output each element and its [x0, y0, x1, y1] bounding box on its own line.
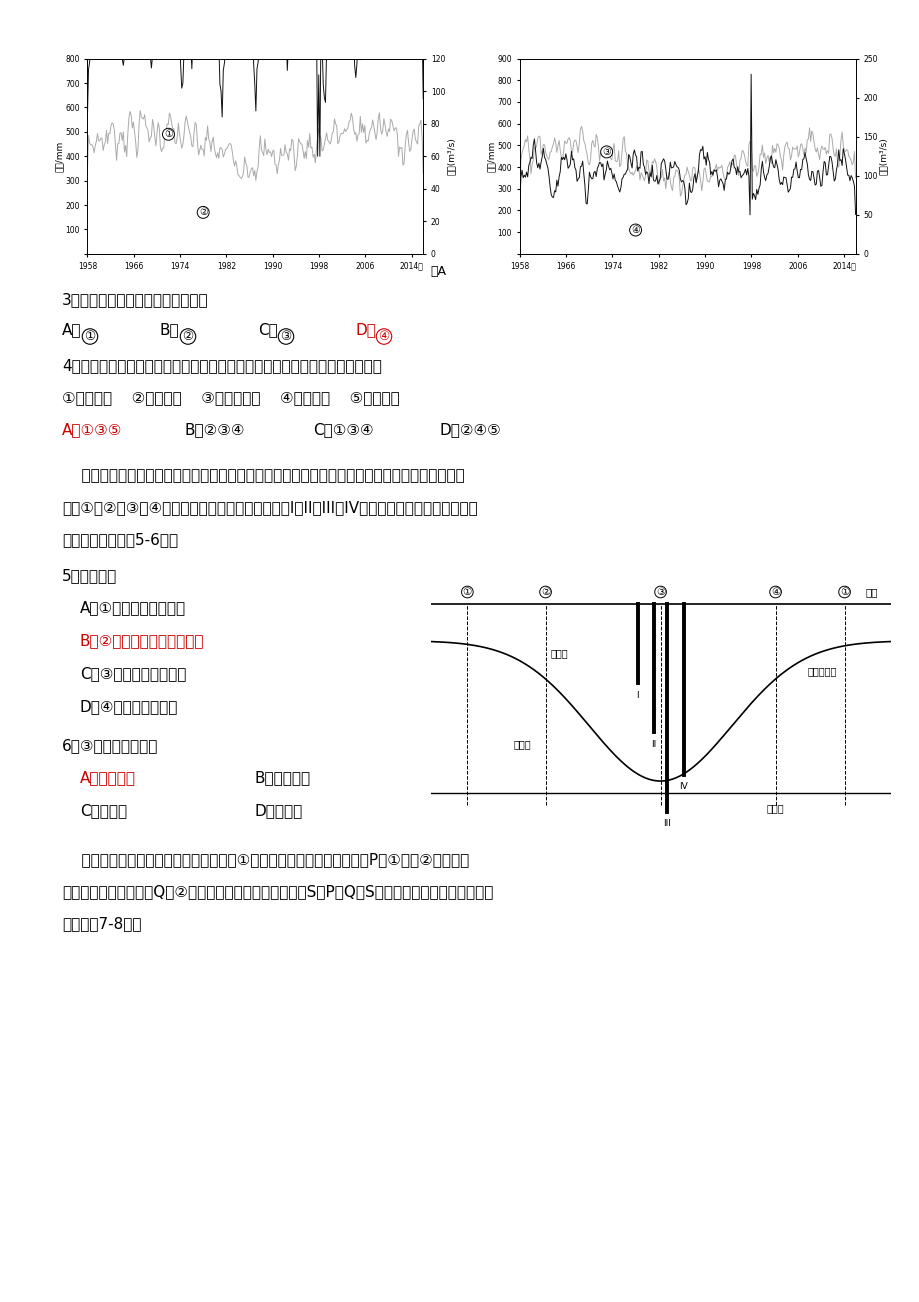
Text: 下图为某地等高线分布示意图。图中，①河西侧地表均为同一沉积岩层P，①河和②河之间的: 下图为某地等高线分布示意图。图中，①河西侧地表均为同一沉积岩层P，①河和②河之间… [62, 852, 469, 867]
Text: 完成下面7-8题。: 完成下面7-8题。 [62, 917, 142, 931]
Text: A．: A． [62, 322, 82, 337]
Text: A．①季节永冻层厚度小: A．①季节永冻层厚度小 [80, 600, 186, 615]
Text: 永冻层: 永冻层 [766, 803, 784, 814]
Y-axis label: 径流(m³/s): 径流(m³/s) [879, 138, 887, 174]
Text: D．②④⑤: D．②④⑤ [439, 422, 501, 437]
Text: 4．为探究洮儿河径流量年际变化的原因，科研小组还需要查找的资料有流域内: 4．为探究洮儿河径流量年际变化的原因，科研小组还需要查找的资料有流域内 [62, 358, 381, 372]
Text: B．②③④: B．②③④ [185, 422, 245, 437]
Text: IV: IV [678, 783, 687, 792]
Text: ④: ④ [378, 329, 390, 342]
Text: 5．据图可知: 5．据图可知 [62, 568, 117, 583]
Text: C．升温快: C．升温快 [80, 803, 127, 818]
Text: A．含水量小: A．含水量小 [80, 769, 136, 785]
Text: ①: ① [839, 587, 848, 598]
Text: ④: ④ [770, 587, 779, 598]
Y-axis label: 降水/mm: 降水/mm [487, 141, 495, 172]
Text: C．③季节活动层厚度小: C．③季节活动层厚度小 [80, 667, 187, 681]
Text: 冻融分界线: 冻融分界线 [807, 667, 836, 676]
Text: ④: ④ [630, 225, 640, 236]
Text: B．含水量大: B．含水量大 [255, 769, 311, 785]
Text: 冻结层: 冻结层 [513, 740, 531, 750]
Text: ①: ① [462, 587, 471, 598]
Text: 6．③季节活动层土壤: 6．③季节活动层土壤 [62, 738, 158, 753]
Text: 3．图中表示洮南水文站径流量的是: 3．图中表示洮南水文站径流量的是 [62, 292, 209, 307]
Text: ②: ② [182, 329, 193, 342]
Text: C．①③④: C．①③④ [312, 422, 373, 437]
Text: D．降温慢: D．降温慢 [255, 803, 303, 818]
Text: 图A: 图A [429, 266, 446, 279]
Text: ③: ③ [280, 329, 291, 342]
Text: 图中①、②、③、④表示春、夏、秋、冬四个季节，I、II、III、IV表示工程建设中桥梁立柱埋藏: 图中①、②、③、④表示春、夏、秋、冬四个季节，I、II、III、IV表示工程建设… [62, 500, 477, 516]
Text: D．④季节冻结层稳定: D．④季节冻结层稳定 [80, 699, 178, 713]
Text: ②: ② [540, 587, 550, 598]
Text: III: III [663, 819, 671, 828]
Text: ①气温状况    ②岩石类型    ③植被覆盖率    ④地形地势    ⑤水利工程: ①气温状况 ②岩石类型 ③植被覆盖率 ④地形地势 ⑤水利工程 [62, 391, 400, 405]
Text: ①: ① [85, 329, 96, 342]
Text: ③: ③ [655, 587, 664, 598]
Text: 冻土活动层是永冻层（多年冻结）之上夏季融化，冬季冻结的地表土层。图是冻土结构示意图，: 冻土活动层是永冻层（多年冻结）之上夏季融化，冬季冻结的地表土层。图是冻土结构示意… [62, 467, 464, 483]
Text: B．: B． [160, 322, 179, 337]
Text: I: I [636, 691, 638, 699]
Text: 地表均为同一沉积岩层Q，②河东侧地表均为同一沉积岩层S，P、Q、S岩层形成的年代连续。读图，: 地表均为同一沉积岩层Q，②河东侧地表均为同一沉积岩层S，P、Q、S岩层形成的年代… [62, 884, 493, 898]
Text: D．: D． [356, 322, 377, 337]
Y-axis label: 降水/mm: 降水/mm [55, 141, 63, 172]
Text: ②: ② [199, 207, 208, 217]
Text: A．①③⑤: A．①③⑤ [62, 422, 122, 437]
Text: 的深度。据此完成5-6题。: 的深度。据此完成5-6题。 [62, 533, 178, 547]
Text: 地面: 地面 [865, 587, 878, 598]
Text: 融化层: 融化层 [550, 648, 568, 658]
Text: ③: ③ [602, 147, 610, 158]
Text: B．②季节融化层厚度变化大: B．②季节融化层厚度变化大 [80, 633, 204, 648]
Y-axis label: 径流(m³/s): 径流(m³/s) [447, 138, 455, 174]
Text: II: II [651, 740, 655, 749]
Text: C．: C． [257, 322, 278, 337]
Text: ①: ① [164, 129, 173, 139]
